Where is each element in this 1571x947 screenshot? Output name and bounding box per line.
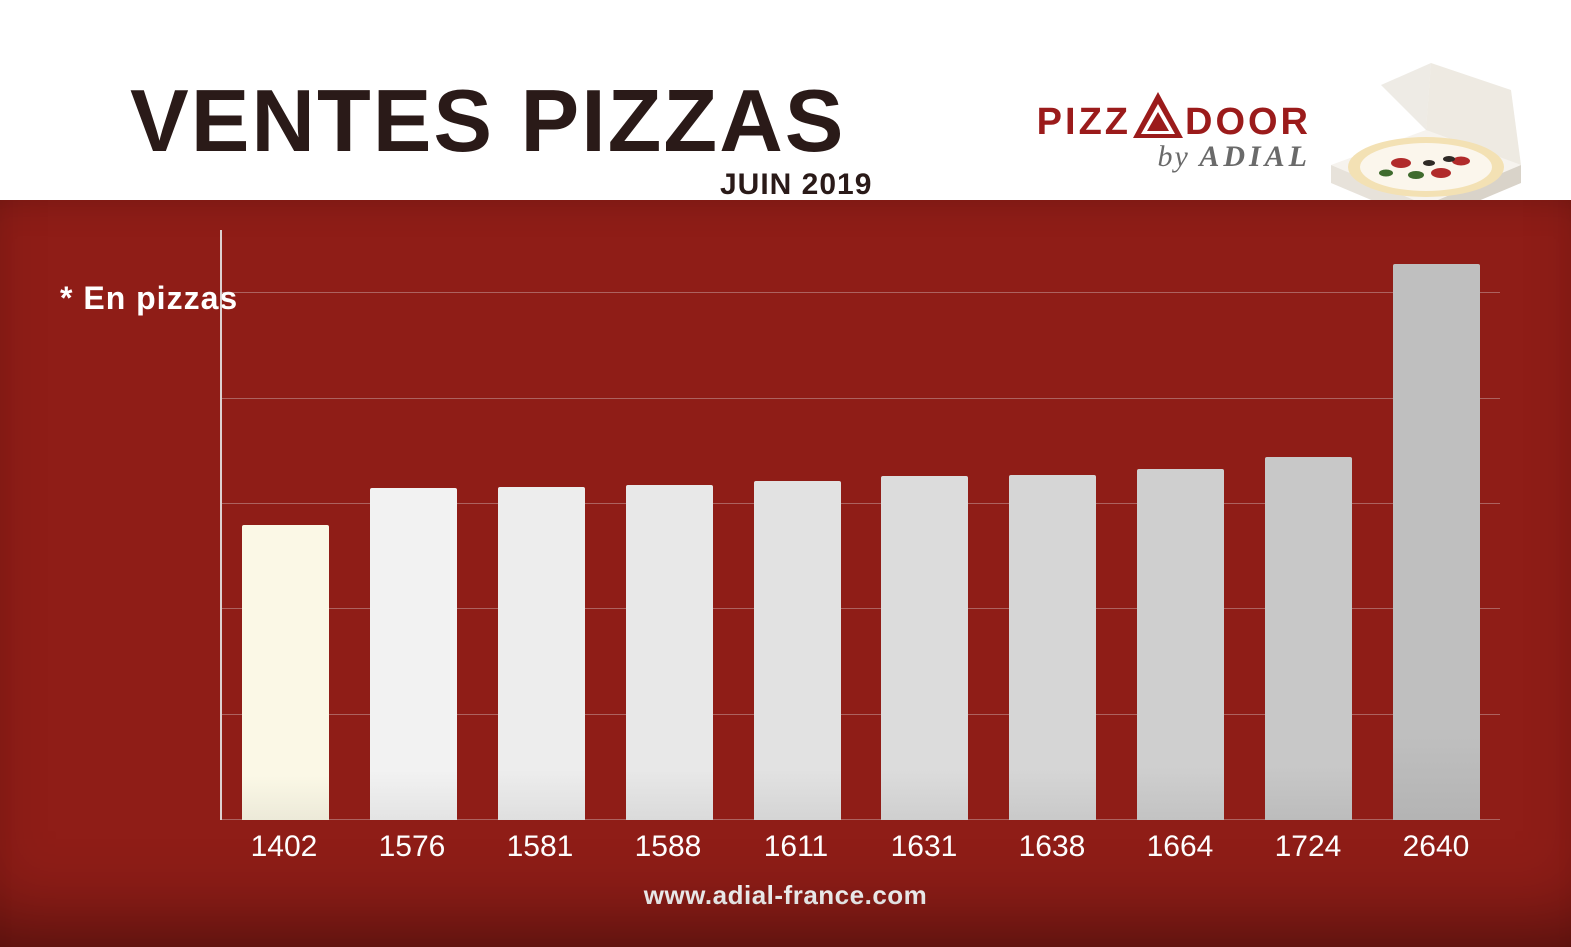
chart-xlabel: 1581 (476, 830, 604, 864)
chart-bar (370, 488, 457, 820)
chart-bar-slot (605, 230, 733, 820)
chart-bar-slot (1244, 230, 1372, 820)
chart-area: * En pizzas 1402157615811588161116311638… (0, 200, 1571, 947)
chart-bar (626, 485, 713, 820)
chart-bar (498, 487, 585, 820)
chart-bar (242, 525, 329, 820)
brand-logo: PIZZ DOOR by ADIAL (1037, 90, 1311, 174)
chart-bar-slot (478, 230, 606, 820)
chart-xlabel: 1664 (1116, 830, 1244, 864)
chart-bar-slot (861, 230, 989, 820)
brand-logo-line1: PIZZ DOOR (1037, 90, 1311, 144)
brand-logo-a-mark-icon (1131, 90, 1185, 144)
chart-bar (1393, 264, 1480, 820)
chart-xlabel: 1576 (348, 830, 476, 864)
brand-logo-adial: ADIAL (1199, 140, 1311, 173)
chart-bar (1137, 469, 1224, 820)
page: VENTES PIZZAS JUIN 2019 PIZZ DOOR by ADIA… (0, 0, 1571, 947)
chart-xlabel: 1588 (604, 830, 732, 864)
header: VENTES PIZZAS JUIN 2019 PIZZ DOOR by ADIA… (0, 0, 1571, 200)
chart-bar-slot (222, 230, 350, 820)
chart-xlabel: 1724 (1244, 830, 1372, 864)
chart-bar-slot (350, 230, 478, 820)
chart-xlabels: 1402157615811588161116311638166417242640 (220, 830, 1500, 864)
chart-bar-slot (1117, 230, 1245, 820)
brand-logo-pizz: PIZZ (1037, 101, 1131, 143)
chart-bar-slot (1372, 230, 1500, 820)
chart-bar-slot (989, 230, 1117, 820)
chart-xlabel: 1631 (860, 830, 988, 864)
chart-bar (1265, 457, 1352, 820)
chart-bar (1009, 475, 1096, 820)
page-title: VENTES PIZZAS (130, 70, 845, 172)
chart-bar-slot (733, 230, 861, 820)
chart-xlabel: 2640 (1372, 830, 1500, 864)
chart-bar (754, 481, 841, 820)
footer-url: www.adial-france.com (0, 880, 1571, 911)
chart-xlabel: 1638 (988, 830, 1116, 864)
chart-xlabel: 1402 (220, 830, 348, 864)
brand-logo-door: DOOR (1185, 101, 1311, 143)
chart-bar (881, 476, 968, 820)
chart-bars (222, 230, 1500, 820)
brand-logo-line2: by ADIAL (1037, 140, 1311, 174)
brand-logo-by: by (1157, 140, 1199, 173)
chart-plot (220, 230, 1500, 820)
chart-note: * En pizzas (60, 280, 238, 317)
chart-xlabel: 1611 (732, 830, 860, 864)
page-subtitle: JUIN 2019 (720, 168, 872, 202)
